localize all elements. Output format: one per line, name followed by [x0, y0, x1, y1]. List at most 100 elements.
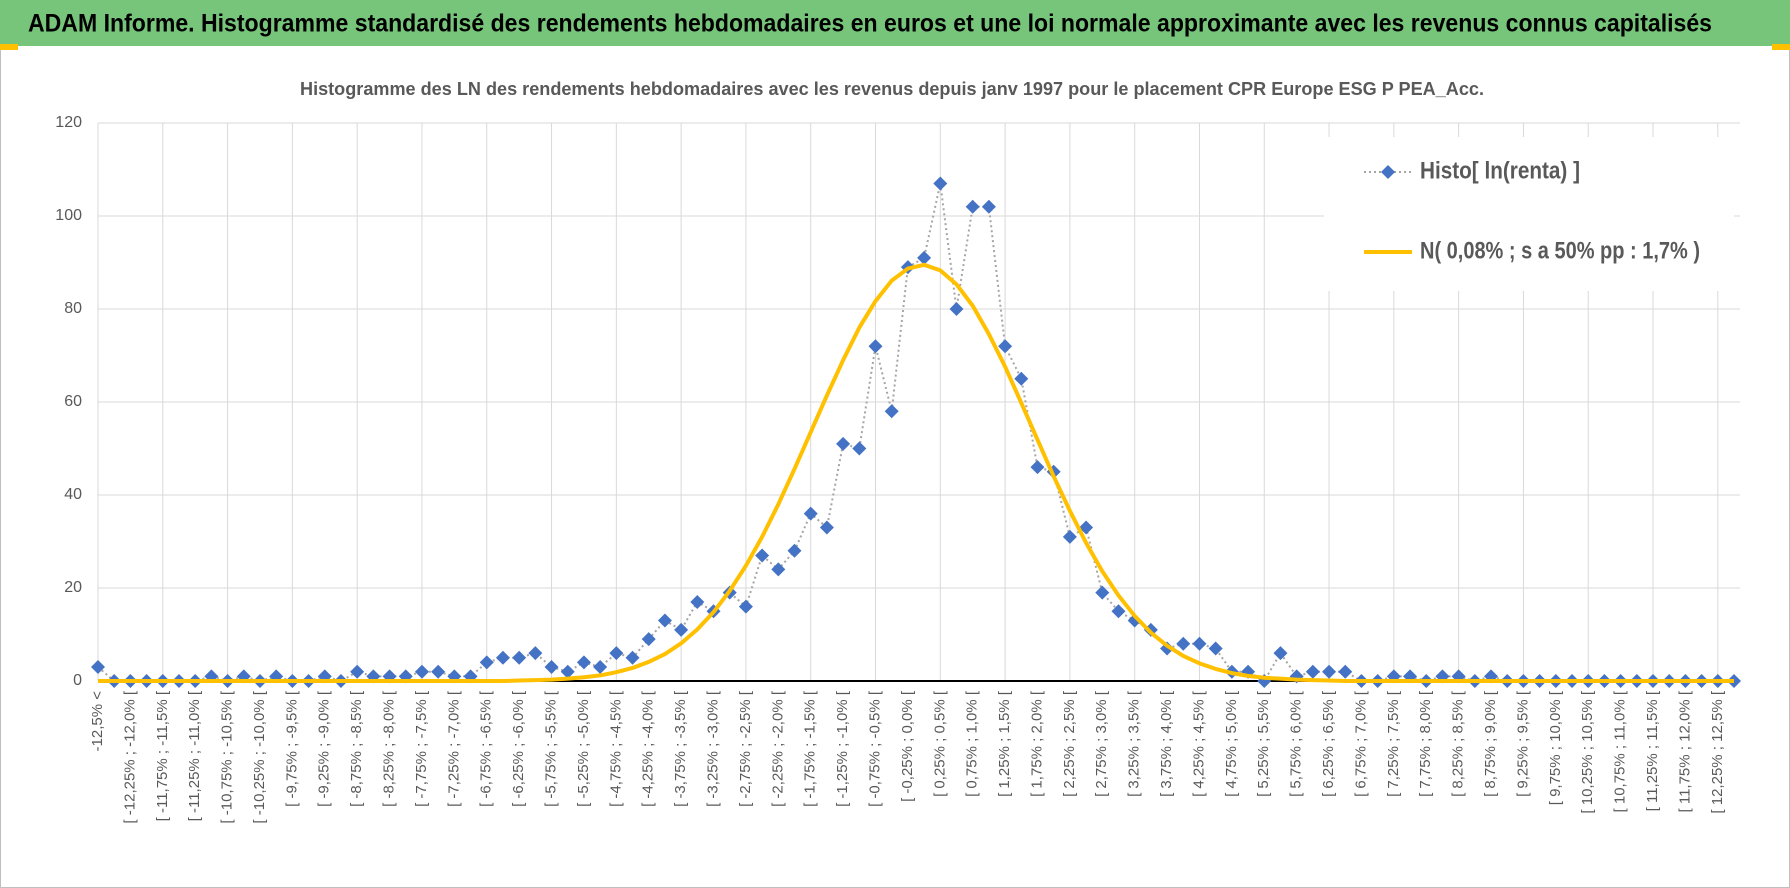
x-tick-label: [ -1,25% ; -1,0% [ [834, 690, 851, 807]
data-point [998, 339, 1013, 354]
chart-title: Histogramme des LN des rendements hebdom… [300, 79, 1484, 99]
header-bar [0, 0, 1790, 46]
y-tick-label: 80 [64, 300, 82, 317]
x-tick-label: [ 0,25% ; 0,5% [ [931, 690, 948, 797]
data-point [803, 506, 818, 521]
data-point [657, 613, 672, 628]
data-point [1305, 664, 1320, 679]
data-point [528, 646, 543, 661]
data-point [819, 520, 834, 535]
x-tick-label: [ 2,75% ; 3,0% [ [1093, 690, 1110, 797]
x-tick-label: [ -1,75% ; -1,5% [ [802, 690, 819, 807]
x-tick-label: [ -11,25% ; -11,0% [ [186, 690, 203, 821]
x-tick-label: [ 3,25% ; 3,5% [ [1126, 690, 1143, 797]
x-tick-label: [ -7,75% ; -7,5% [ [413, 690, 430, 807]
data-point [852, 441, 867, 456]
x-tick-label: [ -8,25% ; -8,0% [ [381, 690, 398, 807]
data-point [414, 664, 429, 679]
data-point [965, 199, 980, 214]
legend-marker [1381, 165, 1395, 179]
x-tick-label: [ 1,75% ; 2,0% [ [1028, 690, 1045, 797]
x-tick-label: [ -9,75% ; -9,5% [ [283, 690, 300, 807]
x-tick-label: [ 5,25% ; 5,5% [ [1255, 690, 1272, 797]
y-tick-label: 100 [55, 207, 82, 224]
data-point [1208, 641, 1223, 656]
data-point [1030, 460, 1045, 475]
data-point [544, 660, 559, 675]
x-tick-label: [ -0,25% ; 0,0% [ [899, 690, 916, 802]
x-tick-label: [ -4,75% ; -4,5% [ [607, 690, 624, 807]
x-tick-label: [ 6,75% ; 7,0% [ [1352, 690, 1369, 797]
x-tick-label: [ 1,25% ; 1,5% [ [996, 690, 1013, 797]
data-point [431, 664, 446, 679]
x-tick-label: [ 9,75% ; 10,0% [ [1547, 690, 1564, 805]
x-tick-label: [ -6,25% ; -6,0% [ [510, 690, 527, 807]
data-point [495, 650, 510, 665]
x-tick-label: [ -11,75% ; -11,5% [ [154, 690, 171, 821]
x-tick-label: [ 4,25% ; 4,5% [ [1190, 690, 1207, 797]
data-point [1062, 529, 1077, 544]
x-tick-label: [ -0,75% ; -0,5% [ [866, 690, 883, 807]
data-point [1079, 520, 1094, 535]
x-tick-label: [ -3,25% ; -3,0% [ [704, 690, 721, 807]
x-tick-label: [ 7,25% ; 7,5% [ [1385, 690, 1402, 797]
legend-label: N( 0,08% ; s a 50% pp : 1,7% ) [1420, 237, 1700, 264]
data-point [933, 176, 948, 191]
x-tick-label: [ 10,75% ; 11,0% [ [1612, 690, 1629, 812]
data-point [512, 650, 527, 665]
x-tick-label: [ -2,75% ; -2,5% [ [737, 690, 754, 807]
legend-box [1324, 137, 1734, 291]
accent [1772, 44, 1790, 50]
y-tick-label: 40 [64, 486, 82, 503]
x-tick-label: [ -10,75% ; -10,5% [ [219, 690, 236, 823]
x-tick-label: [ -7,25% ; -7,0% [ [445, 690, 462, 807]
data-point [836, 436, 851, 451]
data-point [917, 250, 932, 265]
data-point [981, 199, 996, 214]
x-tick-label: [ 3,75% ; 4,0% [ [1158, 690, 1175, 797]
x-tick-label: [ -3,75% ; -3,5% [ [672, 690, 689, 807]
x-tick-label: [ 11,25% ; 11,5% [ [1644, 690, 1661, 811]
x-tick-label: [ -5,25% ; -5,0% [ [575, 690, 592, 807]
data-point [560, 664, 575, 679]
page-title: ADAM Informe. Histogramme standardisé de… [28, 10, 1712, 38]
data-point [949, 302, 964, 316]
x-tick-label: [ -10,25% ; -10,0% [ [251, 690, 268, 823]
data-point [1095, 585, 1110, 600]
data-point [674, 622, 689, 637]
x-tick-label: -12,5% < [89, 691, 106, 752]
x-tick-label: [ -12,25% ; -12,0% [ [121, 690, 138, 823]
x-tick-label: [ -9,25% ; -9,0% [ [316, 690, 333, 807]
x-tick-label: [ 8,25% ; 8,5% [ [1450, 690, 1467, 797]
data-point [1338, 664, 1353, 679]
x-tick-label: [ -4,25% ; -4,0% [ [640, 690, 657, 807]
data-point [593, 660, 608, 675]
data-point [868, 339, 883, 354]
x-tick-label: [ 0,75% ; 1,0% [ [964, 690, 981, 797]
x-tick-label: [ -8,75% ; -8,5% [ [348, 690, 365, 807]
y-tick-label: 20 [64, 579, 82, 596]
data-point [884, 404, 899, 419]
x-tick-label: [ -5,75% ; -5,5% [ [543, 690, 560, 807]
legend-label: Histo[ ln(renta) ] [1420, 157, 1580, 184]
data-point [641, 632, 656, 647]
x-tick-label: [ 12,25% ; 12,5% [ [1709, 690, 1726, 813]
data-point [738, 599, 753, 614]
data-point [1322, 664, 1337, 679]
x-tick-label: [ 6,25% ; 6,5% [ [1320, 690, 1337, 797]
y-tick-label: 60 [64, 393, 82, 410]
data-point [609, 646, 624, 661]
x-tick-label: [ 7,75% ; 8,0% [ [1417, 690, 1434, 797]
x-tick-label: [ 11,75% ; 12,0% [ [1676, 690, 1693, 812]
data-point [91, 660, 105, 675]
data-point [1192, 636, 1207, 651]
data-point [771, 562, 786, 577]
data-point [625, 650, 640, 665]
data-point [1111, 604, 1126, 619]
data-point [787, 543, 802, 558]
x-tick-label: [ 4,75% ; 5,0% [ [1223, 690, 1240, 797]
y-tick-label: 120 [55, 114, 82, 131]
x-tick-label: [ 5,75% ; 6,0% [ [1288, 690, 1305, 797]
x-tick-label: [ 10,25% ; 10,5% [ [1579, 690, 1596, 813]
